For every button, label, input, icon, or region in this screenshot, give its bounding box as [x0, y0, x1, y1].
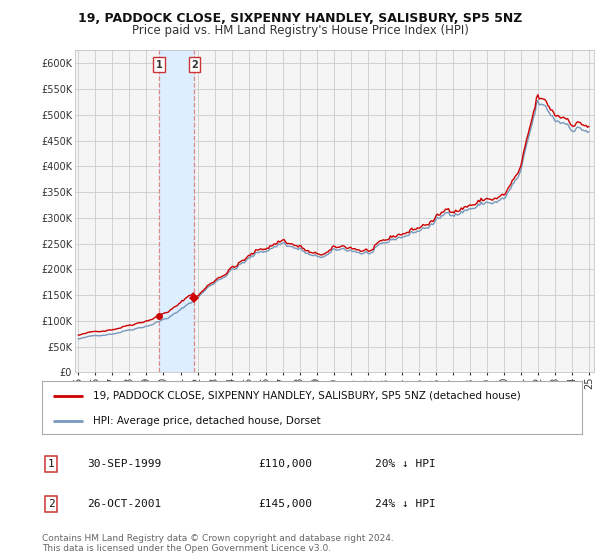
Text: 1: 1 — [156, 60, 163, 70]
Text: 24% ↓ HPI: 24% ↓ HPI — [375, 500, 436, 509]
Bar — [159, 50, 194, 372]
Text: £110,000: £110,000 — [258, 459, 312, 469]
Text: 19, PADDOCK CLOSE, SIXPENNY HANDLEY, SALISBURY, SP5 5NZ (detached house): 19, PADDOCK CLOSE, SIXPENNY HANDLEY, SAL… — [94, 391, 521, 401]
Text: 26-OCT-2001: 26-OCT-2001 — [87, 500, 161, 509]
Text: 2: 2 — [191, 60, 198, 70]
Text: 1: 1 — [47, 459, 55, 469]
Text: Price paid vs. HM Land Registry's House Price Index (HPI): Price paid vs. HM Land Registry's House … — [131, 24, 469, 36]
Text: HPI: Average price, detached house, Dorset: HPI: Average price, detached house, Dors… — [94, 416, 321, 426]
Text: 19, PADDOCK CLOSE, SIXPENNY HANDLEY, SALISBURY, SP5 5NZ: 19, PADDOCK CLOSE, SIXPENNY HANDLEY, SAL… — [78, 12, 522, 25]
Text: 30-SEP-1999: 30-SEP-1999 — [87, 459, 161, 469]
Text: 20% ↓ HPI: 20% ↓ HPI — [375, 459, 436, 469]
Text: 2: 2 — [47, 500, 55, 509]
Text: £145,000: £145,000 — [258, 500, 312, 509]
Text: Contains HM Land Registry data © Crown copyright and database right 2024.
This d: Contains HM Land Registry data © Crown c… — [42, 534, 394, 553]
